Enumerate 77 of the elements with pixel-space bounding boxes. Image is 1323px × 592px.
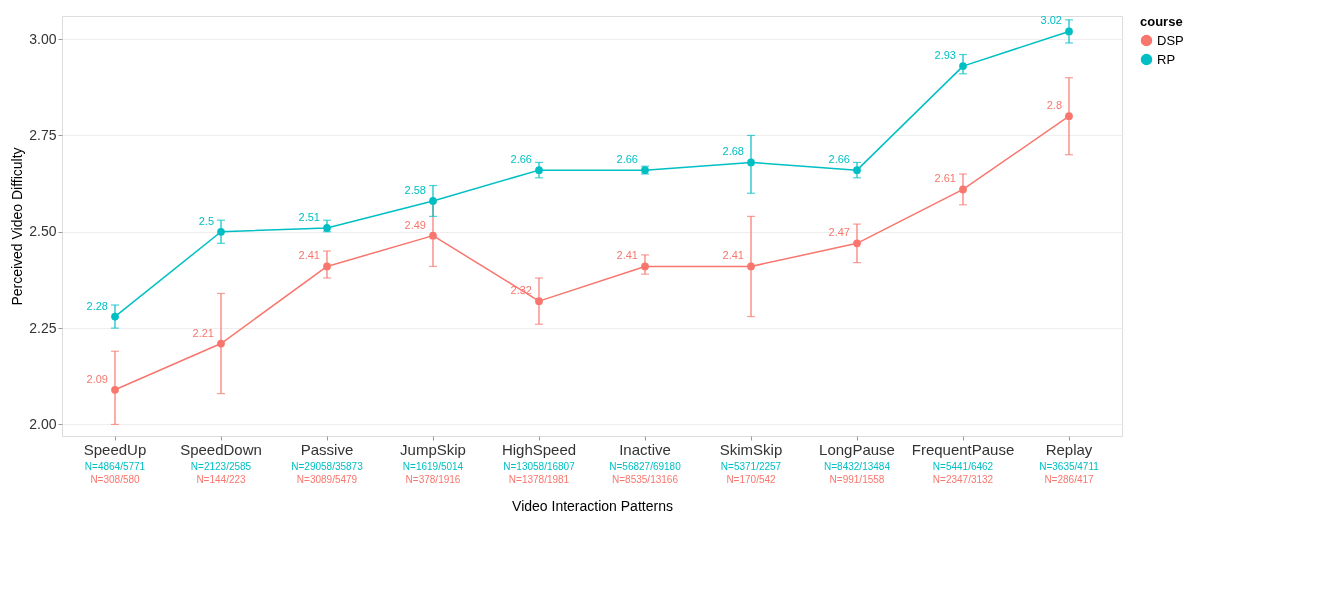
data-label: 3.02	[1040, 14, 1062, 27]
x-tick-label: JumpSkip	[400, 440, 466, 458]
x-tick-label: SpeedUp	[83, 440, 147, 458]
text: N=378/1916	[405, 474, 461, 485]
point	[959, 62, 967, 70]
x-tick-label: Replay	[1045, 440, 1093, 458]
data-label: 2.8	[1046, 99, 1062, 112]
y-tick-label: 2.75	[29, 126, 57, 143]
text: N=5371/2257	[720, 461, 782, 472]
text: N=5441/6462	[932, 461, 994, 472]
point	[747, 262, 755, 271]
text: N=144/223	[196, 474, 247, 485]
data-label: 2.09	[86, 372, 108, 385]
data-label: 2.41	[298, 249, 320, 262]
point	[535, 297, 543, 305]
point	[217, 227, 225, 236]
data-label: 2.21	[192, 326, 214, 339]
point	[111, 385, 119, 394]
y-tick-label: 3.00	[29, 30, 57, 47]
point	[1065, 112, 1073, 121]
x-tick-label: HighSpeed	[501, 440, 577, 458]
point	[323, 224, 331, 232]
point	[853, 239, 861, 248]
legend-label: DSP	[1157, 32, 1184, 48]
x-tick-label: Inactive	[619, 440, 671, 458]
text: N=286/417	[1044, 474, 1095, 485]
y-tick-label: 2.50	[29, 223, 57, 240]
data-label: 2.66	[616, 153, 638, 166]
text: N=4864/5771	[84, 461, 146, 472]
data-label: 2.5	[198, 214, 214, 227]
point	[429, 231, 437, 240]
data-label: 2.47	[828, 226, 850, 239]
text: N=29058/35873	[291, 461, 364, 472]
x-tick-label: SpeedDown	[180, 440, 262, 458]
point	[111, 312, 119, 321]
point	[217, 339, 225, 348]
x-tick-label: LongPause	[819, 440, 895, 458]
legend-label: RP	[1157, 51, 1176, 67]
point	[535, 166, 543, 174]
text: N=170/542	[726, 474, 777, 485]
text: N=3089/5479	[296, 474, 358, 485]
data-label: 2.49	[404, 218, 426, 231]
data-label: 2.68	[722, 145, 744, 158]
text: N=8535/13166	[612, 474, 679, 485]
data-label: 2.51	[298, 210, 320, 223]
text: N=2123/2585	[190, 461, 252, 472]
y-tick-label: 2.25	[29, 319, 57, 336]
point	[323, 262, 331, 271]
text: N=991/1558	[829, 474, 885, 485]
data-label: 2.41	[616, 249, 638, 262]
x-tick-label: SkimSkip	[719, 440, 783, 458]
data-label: 2.61	[934, 172, 956, 185]
data-label: 2.66	[510, 153, 532, 166]
text: N=56827/69180	[609, 461, 682, 472]
x-axis-title: Video Interaction Patterns	[512, 497, 673, 514]
data-label: 2.58	[404, 183, 426, 196]
text: N=2347/3132	[932, 474, 994, 485]
data-label: 2.66	[828, 153, 850, 166]
text: N=1378/1981	[508, 474, 570, 485]
point	[853, 166, 861, 174]
point	[1065, 27, 1073, 36]
data-label: 2.41	[722, 249, 744, 262]
text: N=8432/13484	[824, 461, 891, 472]
data-label: 2.28	[86, 299, 108, 312]
x-tick-label: Passive	[300, 440, 354, 458]
legend-title: course	[1140, 14, 1183, 29]
data-label: 2.93	[934, 49, 956, 62]
point	[641, 262, 649, 271]
text: N=308/580	[90, 474, 141, 485]
y-axis-title: Perceived Video Difficulty	[9, 147, 26, 306]
point	[959, 185, 967, 194]
text: N=1619/5014	[402, 461, 464, 472]
text: N=3635/4711	[1039, 461, 1100, 472]
point	[747, 158, 755, 167]
y-tick-label: 2.00	[29, 415, 57, 432]
text: N=13058/16807	[503, 461, 576, 472]
x-tick-label: FrequentPause	[911, 440, 1015, 458]
